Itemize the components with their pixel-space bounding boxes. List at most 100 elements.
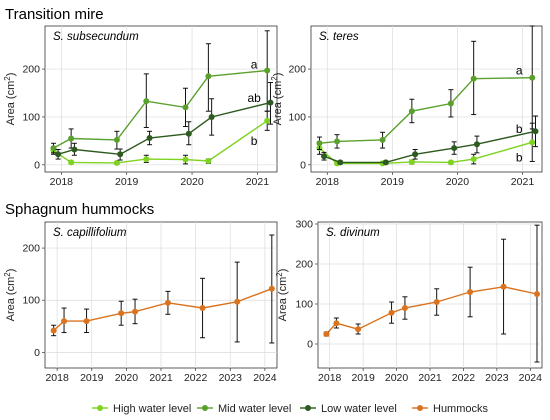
y-tick-label: 200 [288,64,306,76]
legend-label-hummocks: Hummocks [433,403,489,415]
x-tick-label: 2020 [446,176,470,188]
data-point-low [321,153,328,160]
x-tick-label: 2018 [45,372,69,384]
y-tick-label: 200 [22,243,40,255]
x-tick-label: 2022 [184,372,208,384]
legend: High water level Mid water level Low water… [92,403,489,415]
data-point-hummocks [268,285,275,292]
section-title-bottom: Sphagnum hummocks [5,201,154,218]
data-point-high [470,156,477,163]
x-tick-label: 2021 [246,176,270,188]
data-point-low [451,145,458,152]
plot-area [310,25,543,173]
y-tick-label: 100 [22,295,40,307]
data-point-low [337,159,344,166]
panel-subtitle: S. teres [319,31,359,43]
data-point-low [55,151,62,158]
y-tick-label: 0 [34,159,40,171]
x-tick-label: 2019 [351,372,375,384]
data-point-hummocks [118,310,125,317]
significance-letter: b [251,134,258,148]
data-point-mid [264,67,271,74]
x-tick-label: 2020 [115,372,139,384]
data-point-high [68,159,75,166]
legend-marker-mid [202,405,208,411]
x-tick-label: 2024 [519,372,543,384]
data-point-hummocks [61,318,68,325]
y-tick-label: 0 [34,347,40,359]
panel-s-capillifolium: 2018 2019 2020 2021 2022 2023 2024 0 100 200 Area … [3,221,278,384]
significance-letter: b [516,122,523,136]
data-point-high [529,139,536,146]
panel-s-subsecundum: 2018 2019 2020 2021 0 100 200 Area (cm2) S. subs… [3,25,278,188]
x-tick-label: 2020 [385,372,409,384]
data-point-hummocks [467,289,474,295]
data-point-high [447,159,454,166]
significance-letter: a [251,57,258,71]
x-tick-label: 2018 [318,372,342,384]
legend-marker-hummocks [417,405,423,411]
section-title-top: Transition mire [5,6,104,23]
legend-marker-low [305,405,311,411]
panel-s-teres: 2018 2019 2020 2021 0 100 200 Area (cm2) S. tere… [270,25,543,188]
data-point-low [185,130,192,137]
data-point-low [267,99,274,106]
panel-s-divinum: 2018 2019 2020 2021 2022 2023 2024 0 100 200 300 Ar… [275,219,543,384]
legend-label-high: High water level [113,403,191,415]
y-tick-label: 0 [300,159,306,171]
data-point-hummocks [83,318,90,325]
data-point-hummocks [388,309,395,316]
data-point-mid [68,135,75,142]
significance-letter: ab [247,91,261,105]
x-tick-label: 2022 [452,372,476,384]
x-tick-label: 2018 [50,176,74,188]
panel-subtitle: S. divinum [326,227,380,239]
data-point-hummocks [199,305,206,312]
data-point-mid [316,140,323,147]
x-tick-label: 2020 [180,176,204,188]
data-point-hummocks [132,308,139,315]
data-point-hummocks [323,331,330,337]
y-axis-label: Area (cm2) [3,73,17,126]
data-point-low [412,151,419,158]
panel-subtitle: S. capillifolium [53,227,127,239]
y-tick-label: 100 [22,111,40,123]
y-tick-label: 0 [307,339,313,351]
y-axis-label: Area (cm2) [275,269,289,322]
significance-letter: a [516,64,523,78]
data-point-mid [334,138,341,145]
data-point-low [382,159,389,166]
data-point-hummocks [234,298,241,305]
data-point-hummocks [355,326,362,333]
panel-subtitle: S. subsecundum [53,31,139,43]
plot-area [44,25,278,173]
x-tick-label: 2018 [316,176,340,188]
data-point-mid [143,98,150,105]
x-tick-label: 2019 [381,176,405,188]
data-point-hummocks [333,320,340,327]
data-point-mid [379,136,386,143]
data-point-hummocks [50,327,57,334]
data-point-mid [447,100,454,107]
y-tick-label: 200 [22,64,40,76]
data-point-mid [50,145,57,152]
x-tick-label: 2021 [418,372,442,384]
data-point-mid [182,104,189,111]
x-tick-label: 2023 [485,372,509,384]
data-point-mid [205,73,212,80]
data-point-low [71,146,78,153]
data-point-high [408,158,415,165]
data-point-hummocks [533,291,540,297]
data-point-hummocks [401,305,408,311]
x-tick-label: 2023 [219,372,243,384]
y-tick-label: 100 [288,111,306,123]
x-tick-label: 2019 [115,176,139,188]
data-point-high [143,156,150,163]
y-tick-label: 100 [295,299,313,311]
data-point-mid [408,108,415,115]
y-axis-label: Area (cm2) [270,73,284,126]
data-point-low [117,151,124,158]
data-point-low [473,141,480,148]
data-point-high [182,156,189,163]
